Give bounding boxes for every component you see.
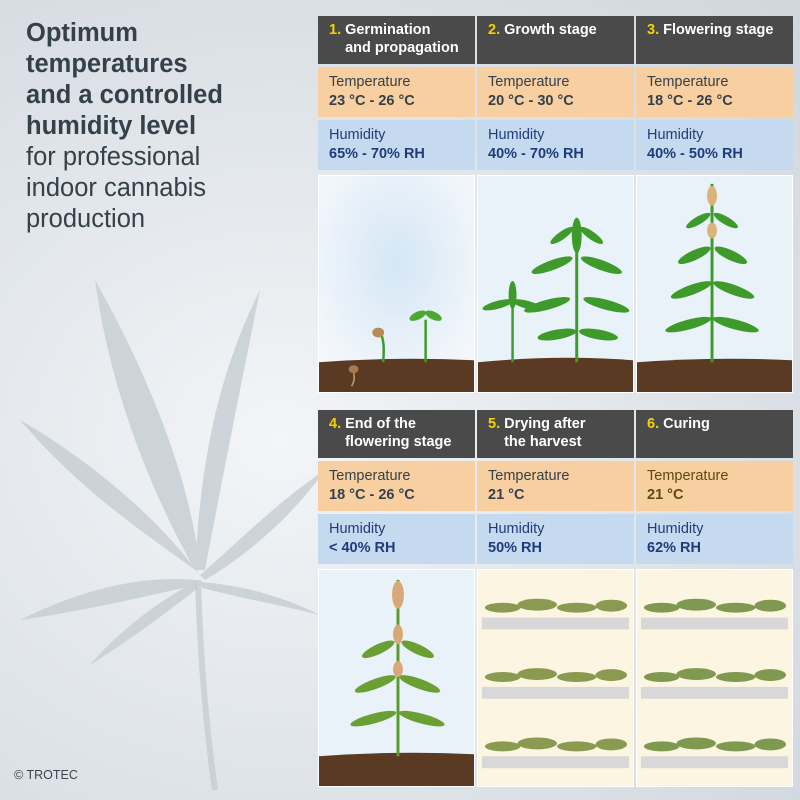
temperature-label: Temperature: [647, 74, 729, 90]
humidity-box: Humidity 40% - 70% RH: [477, 120, 634, 170]
temperature-value: 18 °C - 26 °C: [647, 93, 733, 109]
humidity-box: Humidity < 40% RH: [318, 514, 475, 564]
headline: Optimum temperatures and a controlled hu…: [26, 18, 306, 235]
temperature-label: Temperature: [488, 468, 570, 484]
subheadline-line: production: [26, 205, 146, 233]
temperature-label: Temperature: [329, 74, 411, 90]
temperature-label: Temperature: [488, 74, 570, 90]
humidity-value: 62% RH: [647, 540, 701, 556]
background-cannabis-leaf-icon: [20, 280, 325, 790]
stage-title: 1. Germination and propagation: [318, 16, 475, 64]
headline-line: Optimum: [26, 19, 138, 47]
humidity-value: 40% - 70% RH: [488, 146, 584, 162]
stage-title: 5. Drying after the harvest: [477, 410, 634, 458]
copyright-notice: © TROTEC: [14, 768, 78, 782]
stage-number: 5.: [488, 416, 501, 432]
humidity-label: Humidity: [488, 521, 545, 537]
temperature-value: 21 °C: [488, 487, 525, 503]
germination-illustration: [318, 175, 475, 393]
subheadline-line: indoor cannabis: [26, 174, 207, 202]
stage-title: 2. Growth stage: [477, 16, 634, 64]
headline-line: temperatures: [26, 50, 188, 78]
stage-number: 6.: [647, 416, 660, 432]
temperature-value: 23 °C - 26 °C: [329, 93, 415, 109]
humidity-value: 50% RH: [488, 540, 542, 556]
stage-card-growth: 2. Growth stage Temperature 20 °C - 30 °…: [477, 16, 634, 393]
humidity-box: Humidity 65% - 70% RH: [318, 120, 475, 170]
humidity-value: 40% - 50% RH: [647, 146, 743, 162]
stage-number: 3.: [647, 22, 660, 38]
stage-title-text: Drying after the harvest: [504, 416, 586, 450]
stage-title: 4. End of the flowering stage: [318, 410, 475, 458]
humidity-label: Humidity: [329, 127, 386, 143]
curing-illustration: [636, 569, 793, 787]
temperature-box: Temperature 23 °C - 26 °C: [318, 67, 475, 117]
stage-number: 1.: [329, 22, 342, 38]
stage-card-drying: 5. Drying after the harvest Temperature 2…: [477, 410, 634, 787]
stage-card-curing: 6. Curing Temperature 21 °C Humidity 62%…: [636, 410, 793, 787]
humidity-value: 65% - 70% RH: [329, 146, 425, 162]
drying-illustration: [477, 569, 634, 787]
stage-title: 3. Flowering stage: [636, 16, 793, 64]
stage-card-germination: 1. Germination and propagation Temperatur…: [318, 16, 475, 393]
temperature-box: Temperature 21 °C: [477, 461, 634, 511]
stage-card-flowering: 3. Flowering stage Temperature 18 °C - 2…: [636, 16, 793, 393]
stage-number: 2.: [488, 22, 501, 38]
humidity-label: Humidity: [647, 127, 704, 143]
humidity-box: Humidity 50% RH: [477, 514, 634, 564]
humidity-label: Humidity: [647, 521, 704, 537]
humidity-value: < 40% RH: [329, 540, 396, 556]
stage-title: 6. Curing: [636, 410, 793, 458]
stage-number: 4.: [329, 416, 342, 432]
stage-title-text: End of the flowering stage: [345, 416, 452, 450]
humidity-label: Humidity: [329, 521, 386, 537]
stage-title-text: Flowering stage: [663, 22, 774, 38]
temperature-box: Temperature 18 °C - 26 °C: [636, 67, 793, 117]
temperature-box: Temperature 20 °C - 30 °C: [477, 67, 634, 117]
end-flowering-illustration: [318, 569, 475, 787]
temperature-box: Temperature 21 °C: [636, 461, 793, 511]
temperature-value: 18 °C - 26 °C: [329, 487, 415, 503]
temperature-box: Temperature 18 °C - 26 °C: [318, 461, 475, 511]
humidity-box: Humidity 40% - 50% RH: [636, 120, 793, 170]
subheadline-line: for professional: [26, 143, 201, 171]
growth-illustration: [477, 175, 634, 393]
temperature-label: Temperature: [647, 468, 729, 484]
headline-line: and a controlled: [26, 81, 223, 109]
temperature-value: 20 °C - 30 °C: [488, 93, 574, 109]
temperature-value: 21 °C: [647, 487, 684, 503]
humidity-box: Humidity 62% RH: [636, 514, 793, 564]
stage-title-text: Curing: [663, 416, 710, 432]
headline-line: humidity level: [26, 112, 197, 140]
temperature-label: Temperature: [329, 468, 411, 484]
humidity-label: Humidity: [488, 127, 545, 143]
stage-title-text: Growth stage: [504, 22, 597, 38]
flowering-illustration: [636, 175, 793, 393]
stage-title-text: Germination and propagation: [345, 22, 459, 56]
stage-card-end-flowering: 4. End of the flowering stage Temperature…: [318, 410, 475, 787]
